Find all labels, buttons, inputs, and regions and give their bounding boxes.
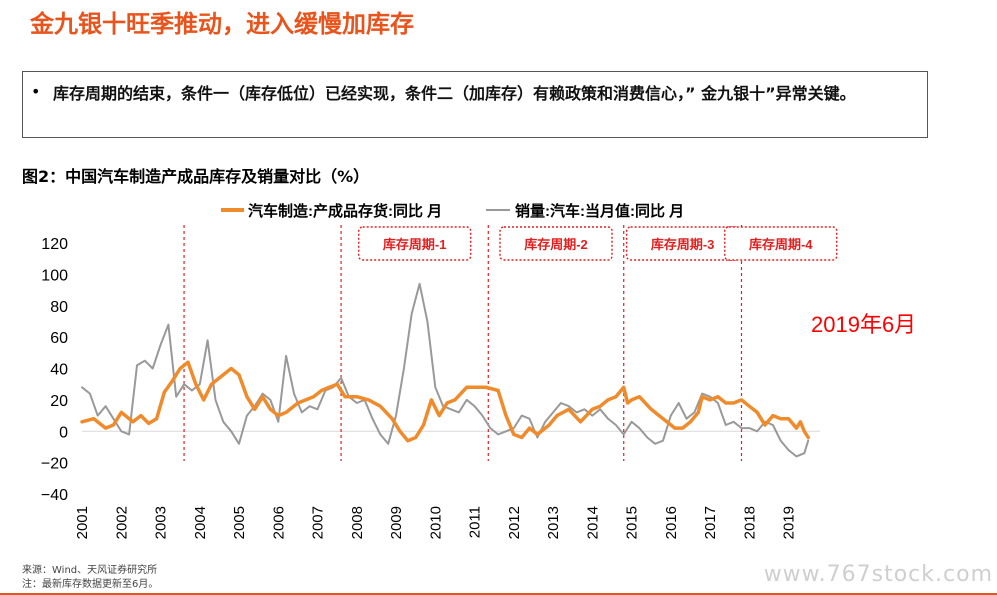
source-note: 来源：Wind、天风证券研究所 <box>22 565 158 576</box>
x-tick-label: 2004 <box>192 506 209 539</box>
x-tick-label: 2014 <box>584 506 601 539</box>
x-tick-label: 2017 <box>702 506 719 539</box>
y-tick-label: −40 <box>41 487 68 504</box>
cycle-label-box <box>357 226 472 261</box>
cycle-label-box <box>499 226 613 261</box>
x-tick-label: 2003 <box>153 506 170 539</box>
x-tick-label: 2008 <box>349 506 366 539</box>
inventory-series-line <box>80 360 810 443</box>
update-note: 注：最新库存数据更新至6月。 <box>22 579 159 590</box>
sales-series-line <box>81 282 810 458</box>
cycle-label-box <box>724 226 838 261</box>
x-tick-label: 2005 <box>231 506 248 539</box>
legend-label-sales: 销量:汽车:当月值:同比 月 <box>515 202 684 220</box>
bottom-rule <box>0 593 997 595</box>
x-tick-label: 2013 <box>545 506 562 539</box>
cycle-label-box <box>625 226 740 261</box>
x-tick-label: 2009 <box>388 506 405 539</box>
cycle-label: 库存周期-4 <box>749 237 813 252</box>
x-tick-label: 2010 <box>427 506 444 539</box>
cycle-label: 库存周期-2 <box>524 237 588 252</box>
y-tick-label: 0 <box>59 424 68 441</box>
summary-text: 库存周期的结束，条件一（库存低位）已经实现，条件二（加库存）有赖政策和消费信心，… <box>53 84 856 103</box>
y-tick-label: 80 <box>50 299 68 316</box>
x-tick-label: 2006 <box>270 506 287 539</box>
x-tick-label: 2018 <box>741 506 758 539</box>
page-title: 金九银十旺季推动，进入缓慢加库存 <box>30 10 414 38</box>
date-annotation: 2019年6月 <box>811 312 916 337</box>
legend-label-inventory: 汽车制造:产成品存货:同比 月 <box>248 202 442 220</box>
summary-callout: • 库存周期的结束，条件一（库存低位）已经实现，条件二（加库存）有赖政策和消费信… <box>22 71 928 138</box>
x-tick-label: 2011 <box>467 506 484 538</box>
cycle-label: 库存周期-3 <box>651 237 715 252</box>
y-tick-label: 20 <box>50 393 68 410</box>
x-tick-label: 2019 <box>781 506 798 539</box>
x-tick-label: 2002 <box>113 506 130 539</box>
y-tick-label: 100 <box>41 267 68 284</box>
x-tick-label: 2015 <box>624 506 641 539</box>
x-tick-label: 2012 <box>506 506 523 539</box>
cycle-label: 库存周期-1 <box>383 237 447 252</box>
watermark: www.767stock.com <box>763 562 993 587</box>
x-tick-label: 2016 <box>663 506 680 539</box>
figure-title: 图2：中国汽车制造产成品库存及销量对比（%） <box>22 167 370 186</box>
x-tick-label: 2001 <box>74 506 91 539</box>
y-tick-label: 40 <box>50 362 68 379</box>
inventory-sales-chart: −40 −20 0 20 40 60 80 100 120 2001 2002 2003 2004 200… <box>41 202 916 539</box>
y-tick-label: 60 <box>50 330 68 347</box>
y-tick-label: −20 <box>41 456 68 473</box>
bullet: • <box>31 82 41 101</box>
x-tick-label: 2007 <box>310 506 327 539</box>
y-tick-label: 120 <box>41 236 68 253</box>
